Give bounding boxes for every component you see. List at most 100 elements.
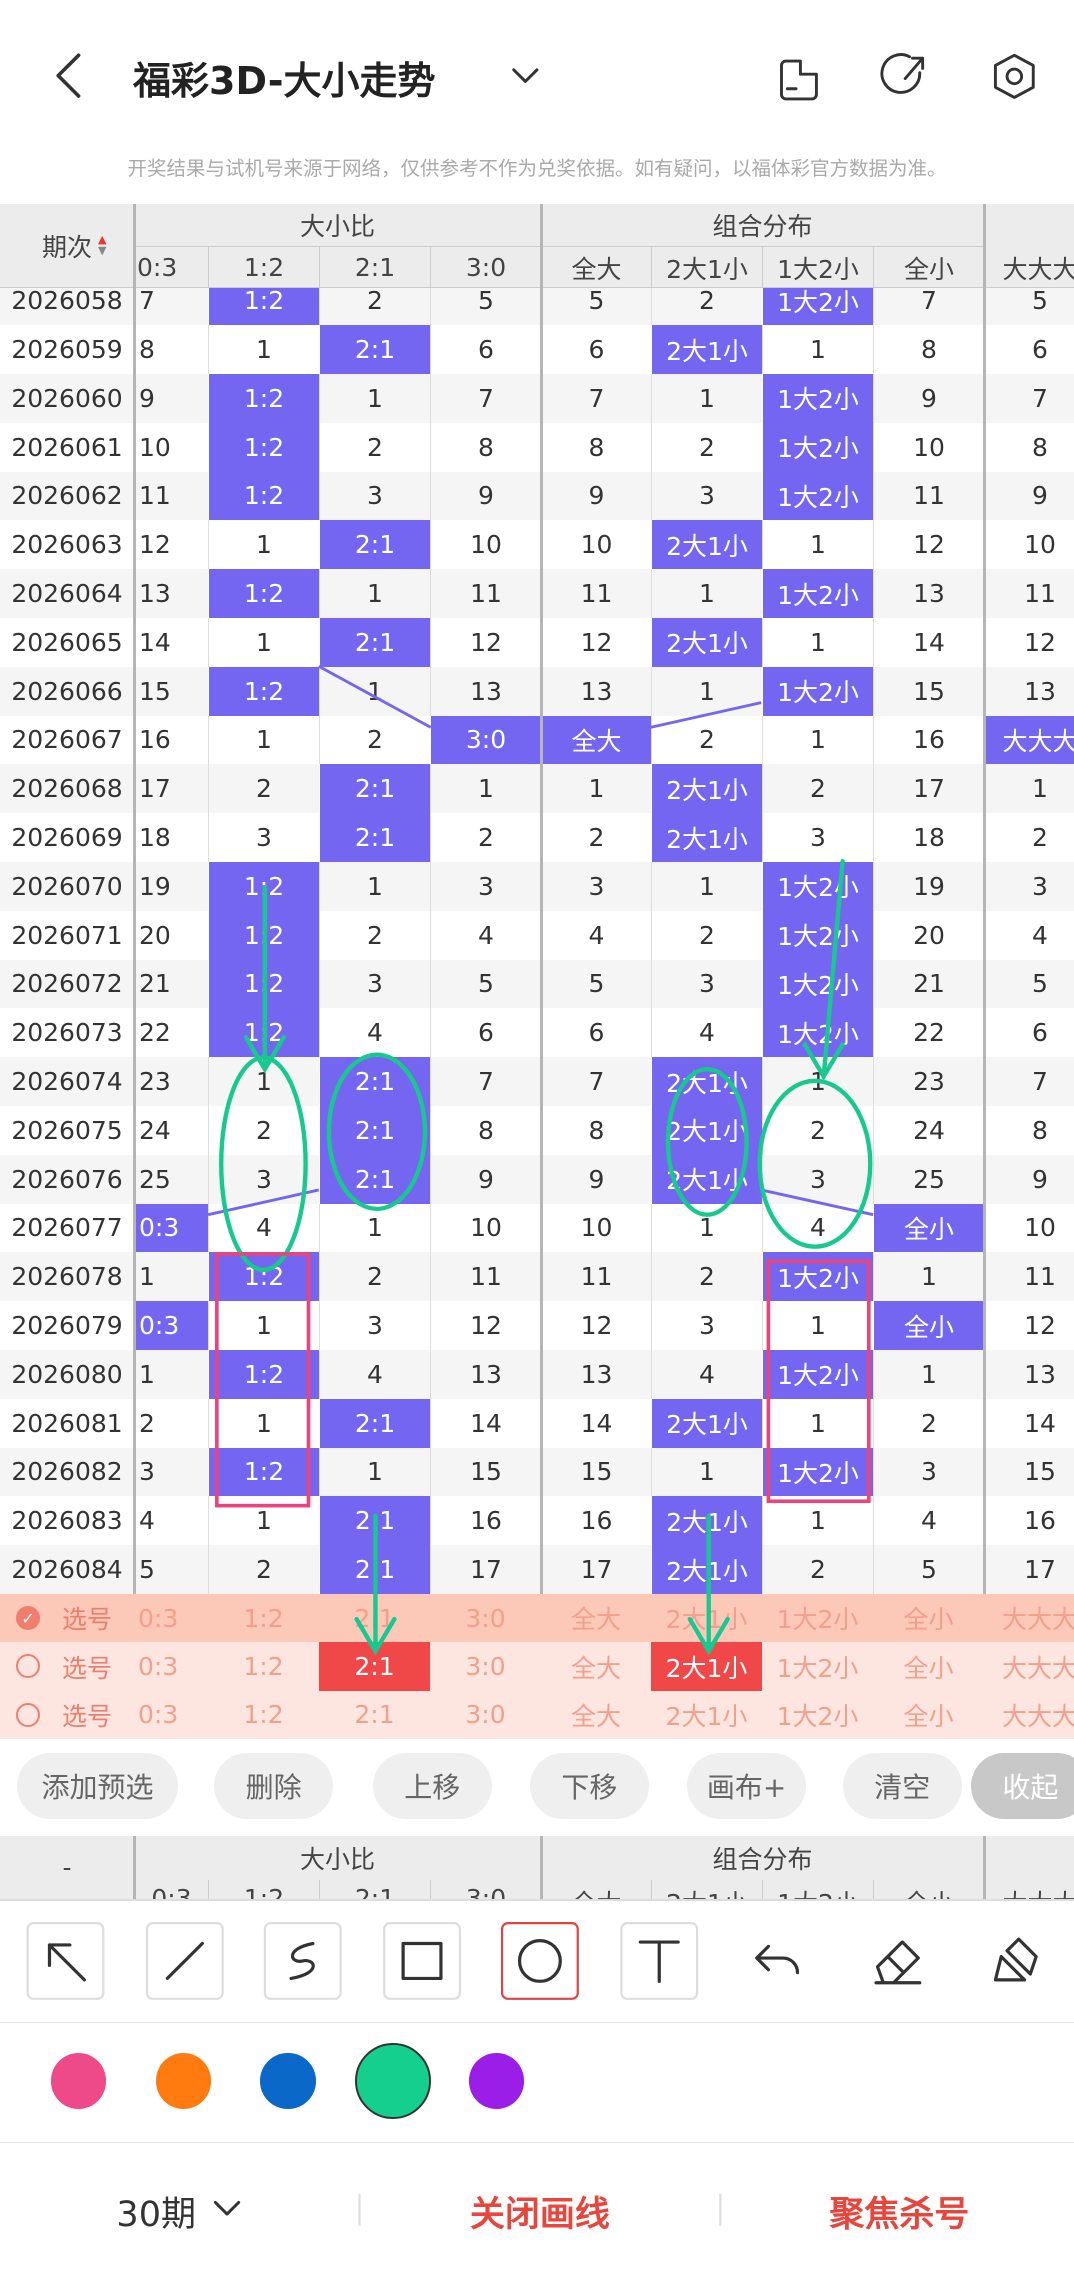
column-header: 3:0 (430, 247, 541, 288)
tool-box[interactable] (383, 1922, 461, 2000)
hit-cell: 0:3 (134, 1301, 208, 1350)
pick-cell[interactable]: 1大2小 (776, 1605, 859, 1635)
column-header: 全大 (541, 247, 651, 288)
miss-cell: 21 (873, 959, 984, 1009)
share-icon[interactable] (880, 53, 925, 94)
tool-rect[interactable] (401, 1941, 443, 1981)
hit-cell: 1:2 (208, 1008, 319, 1058)
column-header: 大大大 (984, 247, 1074, 288)
row-bg (0, 910, 1074, 960)
pick-cell[interactable]: 大大大 (1001, 1605, 1074, 1635)
period-dropdown[interactable] (213, 2200, 241, 2216)
pick-cell[interactable]: 2大1小 (651, 1642, 762, 1691)
pick-cell[interactable]: 全大 (570, 1701, 621, 1731)
action-button[interactable]: 画布+ (686, 1753, 807, 1819)
pick-cell[interactable]: 0:3 (138, 1700, 179, 1730)
column-header: 2大1小 (651, 247, 762, 288)
row-bg (0, 618, 1074, 667)
title-dropdown[interactable] (512, 68, 539, 83)
pick-cell[interactable]: 2大1小 (665, 1605, 748, 1635)
action-button[interactable]: 添加预选 (17, 1753, 178, 1819)
sort-icon[interactable]: ▲ ▼ (98, 233, 107, 257)
tool-box[interactable] (620, 1922, 699, 2000)
period-cell: 2026066 (11, 676, 123, 706)
hit-cell: 2大1小 (651, 1057, 762, 1106)
mini-column-text: 2大1小 (666, 1884, 748, 1899)
miss-cell: 6 (984, 325, 1074, 374)
settings-icon-dot[interactable] (1005, 67, 1024, 86)
hit-cell: 1:2 (208, 374, 319, 423)
tool-circle[interactable] (517, 1938, 562, 1983)
pick-cell[interactable]: 大大大 (1001, 1701, 1074, 1731)
pick-cell[interactable]: 全大 (570, 1653, 621, 1683)
row-bg (0, 862, 1074, 911)
tool-box[interactable] (263, 1922, 342, 2000)
row-bg (0, 1496, 1074, 1546)
period-cell: 2026061 (11, 432, 123, 462)
tool-curve[interactable] (289, 1941, 315, 1981)
action-button[interactable]: 上移 (372, 1753, 492, 1819)
pick-cell[interactable]: 1:2 (243, 1652, 284, 1682)
miss-cell: 2 (208, 1106, 319, 1155)
miss-cell: 3 (541, 862, 651, 911)
period-header: 期次 ▲ ▼ (41, 233, 107, 262)
pick-cell[interactable]: 1大2小 (776, 1701, 859, 1731)
pick-checkbox[interactable] (16, 1702, 40, 1727)
hit-cell: 2:1 (319, 1545, 430, 1594)
pick-cell[interactable]: 3:0 (465, 1700, 506, 1730)
period-select[interactable]: 30期 (116, 2194, 196, 2235)
action-button[interactable]: 删除 (213, 1753, 334, 1819)
pick-checkbox[interactable]: ✓ (16, 1606, 40, 1630)
tool-brush[interactable] (993, 1937, 1038, 1982)
pick-cell[interactable]: 大大大 (1001, 1653, 1074, 1683)
miss-cell: 7 (134, 288, 208, 326)
tool-line[interactable] (165, 1941, 204, 1981)
action-button[interactable]: 下移 (529, 1753, 650, 1819)
pick-cell[interactable]: 全小 (903, 1653, 954, 1683)
pick-cell[interactable]: 0:3 (138, 1603, 179, 1633)
pick-cell[interactable]: 2大1小 (665, 1701, 748, 1731)
color-swatch[interactable] (50, 2053, 107, 2109)
tool-eraser[interactable] (874, 1940, 922, 1985)
pick-cell[interactable]: 0:3 (138, 1652, 179, 1682)
miss-cell: 11 (430, 569, 541, 618)
back-button[interactable] (56, 53, 81, 98)
column-header: 全小 (873, 247, 984, 288)
miss-cell: 1 (651, 666, 762, 716)
pick-cell[interactable]: 1:2 (243, 1603, 284, 1633)
miss-cell: 1 (651, 374, 762, 423)
pick-cell[interactable]: 1大2小 (776, 1653, 859, 1683)
pick-cell[interactable]: 1:2 (243, 1700, 284, 1730)
action-button[interactable]: 收起 (970, 1753, 1074, 1819)
hit-cell: 1大2小 (762, 862, 873, 911)
miss-cell: 8 (430, 1106, 541, 1155)
miss-cell: 9 (430, 471, 541, 521)
mini-group-header: 大小比 (299, 1845, 375, 1874)
tool-text[interactable] (638, 1940, 680, 1983)
tool-box[interactable] (500, 1922, 579, 2000)
pick-cell[interactable]: 3:0 (465, 1603, 506, 1633)
pick-cell[interactable]: 全小 (903, 1701, 954, 1731)
settings-icon[interactable] (993, 53, 1035, 99)
tool-box[interactable] (145, 1922, 224, 2000)
color-swatch[interactable] (355, 2043, 431, 2119)
period-cell: 2026077 (11, 1213, 123, 1243)
tool-undo[interactable] (755, 1944, 800, 1975)
pick-cell[interactable]: 3:0 (465, 1652, 506, 1682)
pick-cell[interactable]: 全大 (570, 1605, 621, 1635)
action-button[interactable]: 清空 (842, 1753, 962, 1819)
mini-column-text: 1:2 (243, 1884, 285, 1899)
tool-arrow[interactable] (47, 1943, 87, 1982)
tool-box[interactable] (26, 1922, 105, 2000)
pick-checkbox[interactable] (16, 1654, 40, 1679)
device-icon[interactable] (780, 59, 818, 101)
pick-cell[interactable]: 全小 (903, 1605, 954, 1635)
pick-cell[interactable]: 2:1 (319, 1642, 430, 1691)
focus-kill[interactable]: 聚焦杀号 (829, 2194, 970, 2235)
pick-cell[interactable]: 2:1 (354, 1603, 395, 1633)
color-swatch[interactable] (468, 2053, 524, 2109)
color-swatch[interactable] (260, 2053, 316, 2109)
pick-cell[interactable]: 2:1 (354, 1700, 395, 1730)
color-swatch[interactable] (155, 2053, 211, 2109)
close-lines[interactable]: 关闭画线 (469, 2194, 610, 2235)
